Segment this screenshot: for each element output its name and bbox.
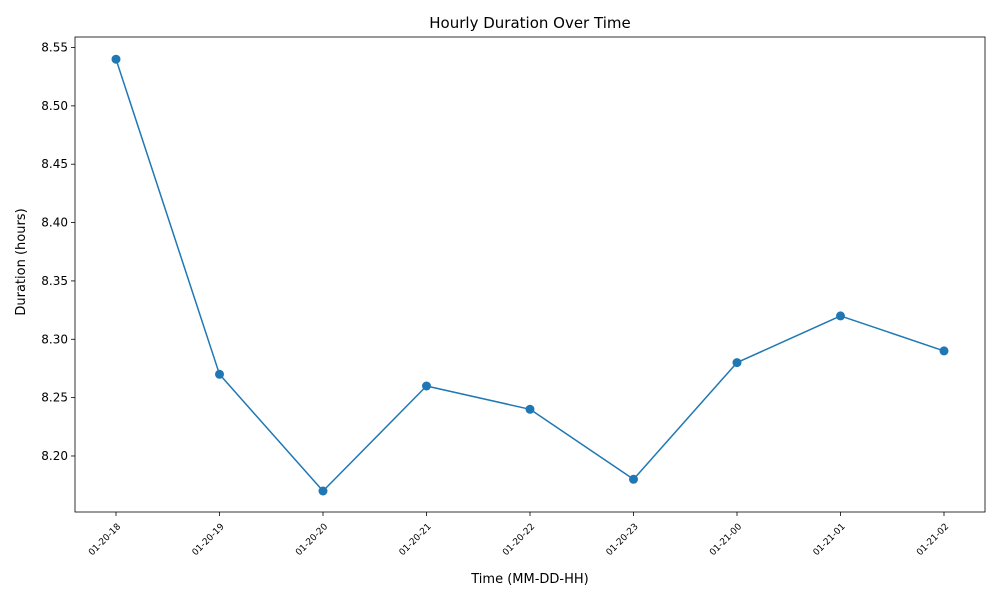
data-point <box>422 381 431 391</box>
x-tick-label: 01-21-02 <box>915 522 951 558</box>
data-point <box>215 369 224 379</box>
y-tick-label: 8.55 <box>41 41 68 55</box>
y-axis-title: Duration (hours) <box>14 208 29 315</box>
plot-frame <box>74 36 986 513</box>
data-point <box>939 346 949 356</box>
y-tick-label: 8.40 <box>41 216 68 230</box>
y-tick-label: 8.45 <box>41 157 68 171</box>
series-line <box>115 58 945 492</box>
x-tick-label: 01-20-20 <box>294 522 330 558</box>
y-axis: 8.20 8.25 8.30 8.35 8.40 8.45 8.50 8.55 <box>41 41 75 463</box>
data-point <box>836 311 845 321</box>
x-tick-label: 01-20-23 <box>605 522 641 558</box>
data-point <box>732 358 742 368</box>
data-point <box>111 54 121 64</box>
x-tick-label: 01-21-01 <box>812 522 848 558</box>
x-tick-label: 01-20-22 <box>501 522 537 558</box>
data-point <box>318 486 328 496</box>
plot-area <box>74 36 986 513</box>
x-tick-label: 01-20-19 <box>191 522 227 558</box>
y-tick-label: 8.35 <box>41 274 68 288</box>
data-point <box>629 474 638 484</box>
y-tick-label: 8.30 <box>41 332 68 346</box>
y-tick-label: 8.50 <box>41 99 68 113</box>
x-tick-label: 01-20-21 <box>398 522 434 558</box>
x-axis: 01-20-18 01-20-19 01-20-20 01-20-21 01-20-22… <box>87 512 951 558</box>
x-tick-label: 01-21-00 <box>708 522 744 558</box>
y-tick-label: 8.20 <box>41 449 68 463</box>
y-tick-label: 8.25 <box>41 391 68 405</box>
chart-title: Hourly Duration Over Time <box>429 14 630 32</box>
x-tick-label: 01-20-18 <box>87 522 123 558</box>
data-point <box>525 404 535 414</box>
x-axis-title: Time (MM-DD-HH) <box>470 572 588 587</box>
